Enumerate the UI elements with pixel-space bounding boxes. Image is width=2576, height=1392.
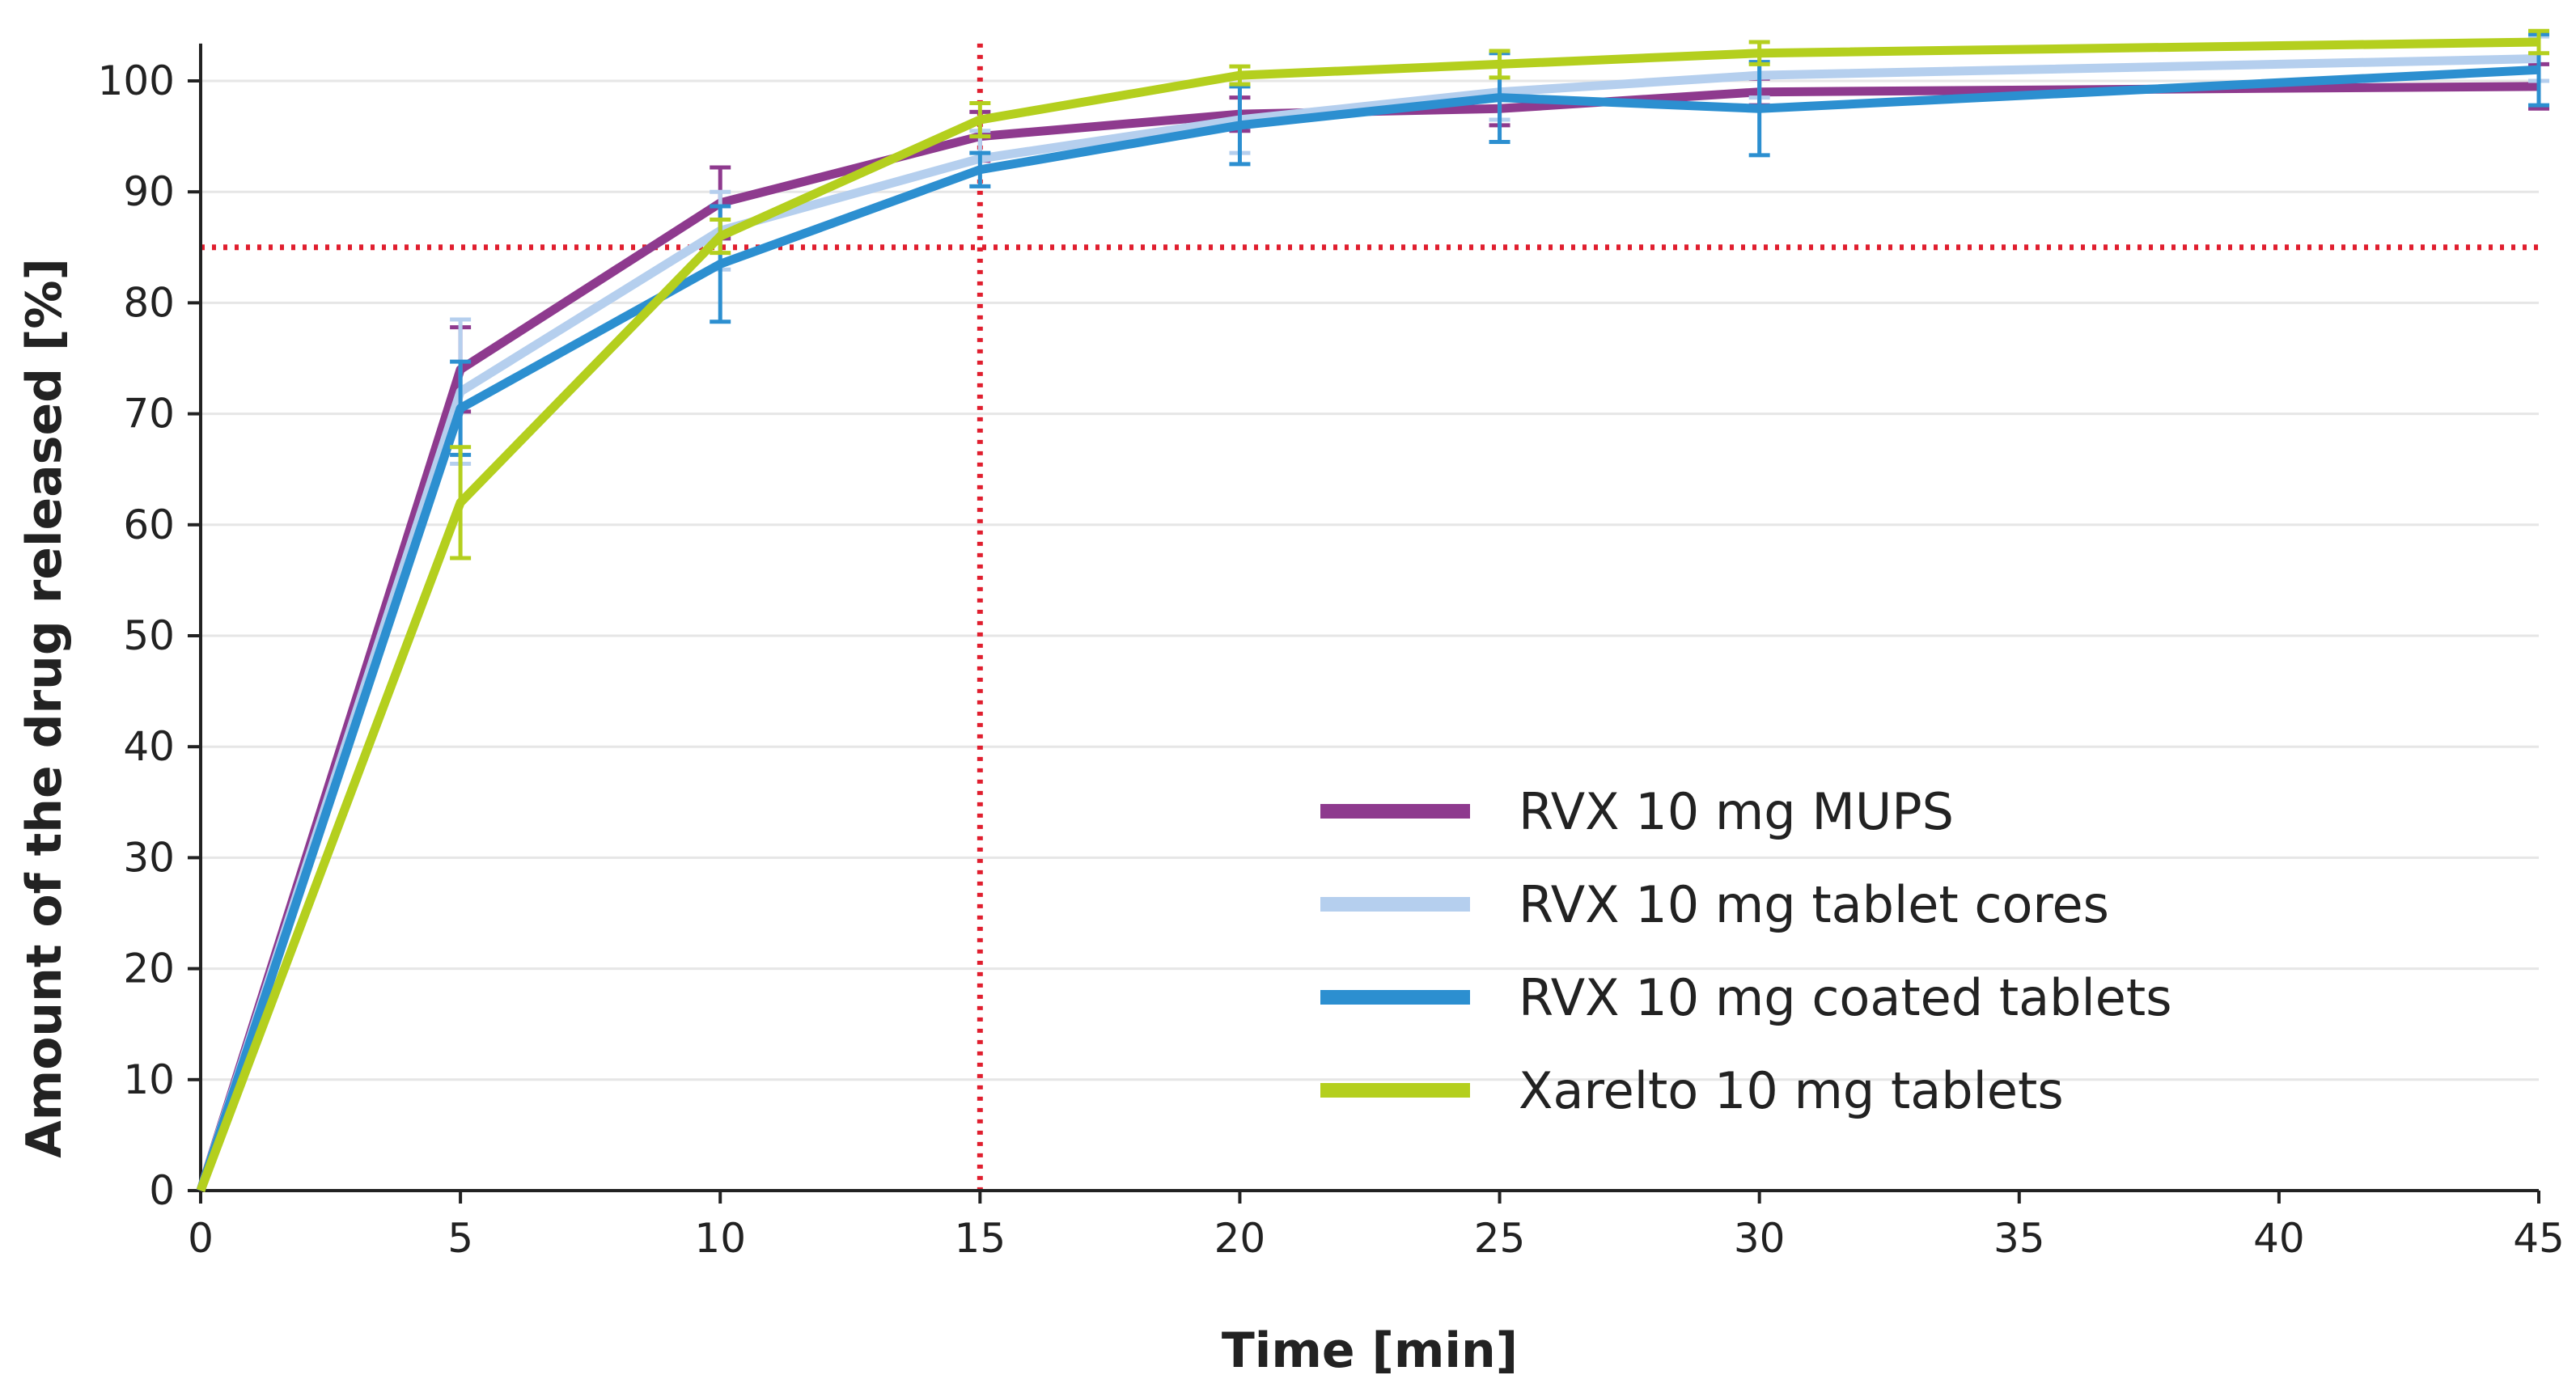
x-tick-label: 10 <box>694 1215 746 1262</box>
data-series <box>196 28 2549 1192</box>
x-tick-label: 5 <box>447 1215 473 1262</box>
y-axis-title: Amount of the drug released [%] <box>16 258 73 1158</box>
y-tick-label: 100 <box>98 57 175 104</box>
series-4 <box>196 28 2549 1192</box>
series-line <box>196 65 2540 1192</box>
y-tick-label: 20 <box>123 946 175 992</box>
x-tick-label: 0 <box>188 1215 214 1262</box>
y-tick-label: 70 <box>123 391 175 438</box>
series-line <box>196 54 2540 1192</box>
x-tick-label: 35 <box>1993 1215 2045 1262</box>
y-tick-label: 80 <box>123 279 175 326</box>
x-tick-label: 15 <box>955 1215 1006 1262</box>
legend-label: RVX 10 mg MUPS <box>1519 782 1954 841</box>
reference-lines <box>201 43 2539 1191</box>
series-3 <box>196 32 2549 1192</box>
x-tick-label: 40 <box>2253 1215 2305 1262</box>
x-tick-label: 25 <box>1474 1215 1526 1262</box>
y-tick-label: 60 <box>123 501 175 548</box>
x-tick-label: 20 <box>1214 1215 1266 1262</box>
series-1 <box>196 61 2549 1192</box>
y-tick-label: 10 <box>123 1056 175 1103</box>
y-tick-label: 0 <box>149 1167 175 1214</box>
x-tick-label: 45 <box>2513 1215 2565 1262</box>
y-tick-label: 50 <box>123 612 175 659</box>
x-axis-title: Time [min] <box>1222 1322 1518 1379</box>
y-tick-label: 30 <box>123 834 175 881</box>
y-tick-label: 90 <box>123 168 175 215</box>
legend: RVX 10 mg MUPS RVX 10 mg tablet cores RVX … <box>1320 782 2172 1120</box>
series-2 <box>196 34 2549 1192</box>
series-line <box>196 82 2540 1192</box>
legend-label: Xarelto 10 mg tablets <box>1519 1061 2064 1120</box>
y-tick-label: 40 <box>123 723 175 770</box>
gridlines <box>201 79 2539 1081</box>
x-tick-label: 30 <box>1734 1215 1786 1262</box>
axes: 0 10 20 30 40 50 60 70 80 90 100 0 5 10 15 20 25 30 35 40 45 <box>98 43 2565 1262</box>
legend-label: RVX 10 mg coated tablets <box>1519 968 2172 1027</box>
series-line <box>196 37 2540 1192</box>
legend-label: RVX 10 mg tablet cores <box>1519 875 2109 934</box>
